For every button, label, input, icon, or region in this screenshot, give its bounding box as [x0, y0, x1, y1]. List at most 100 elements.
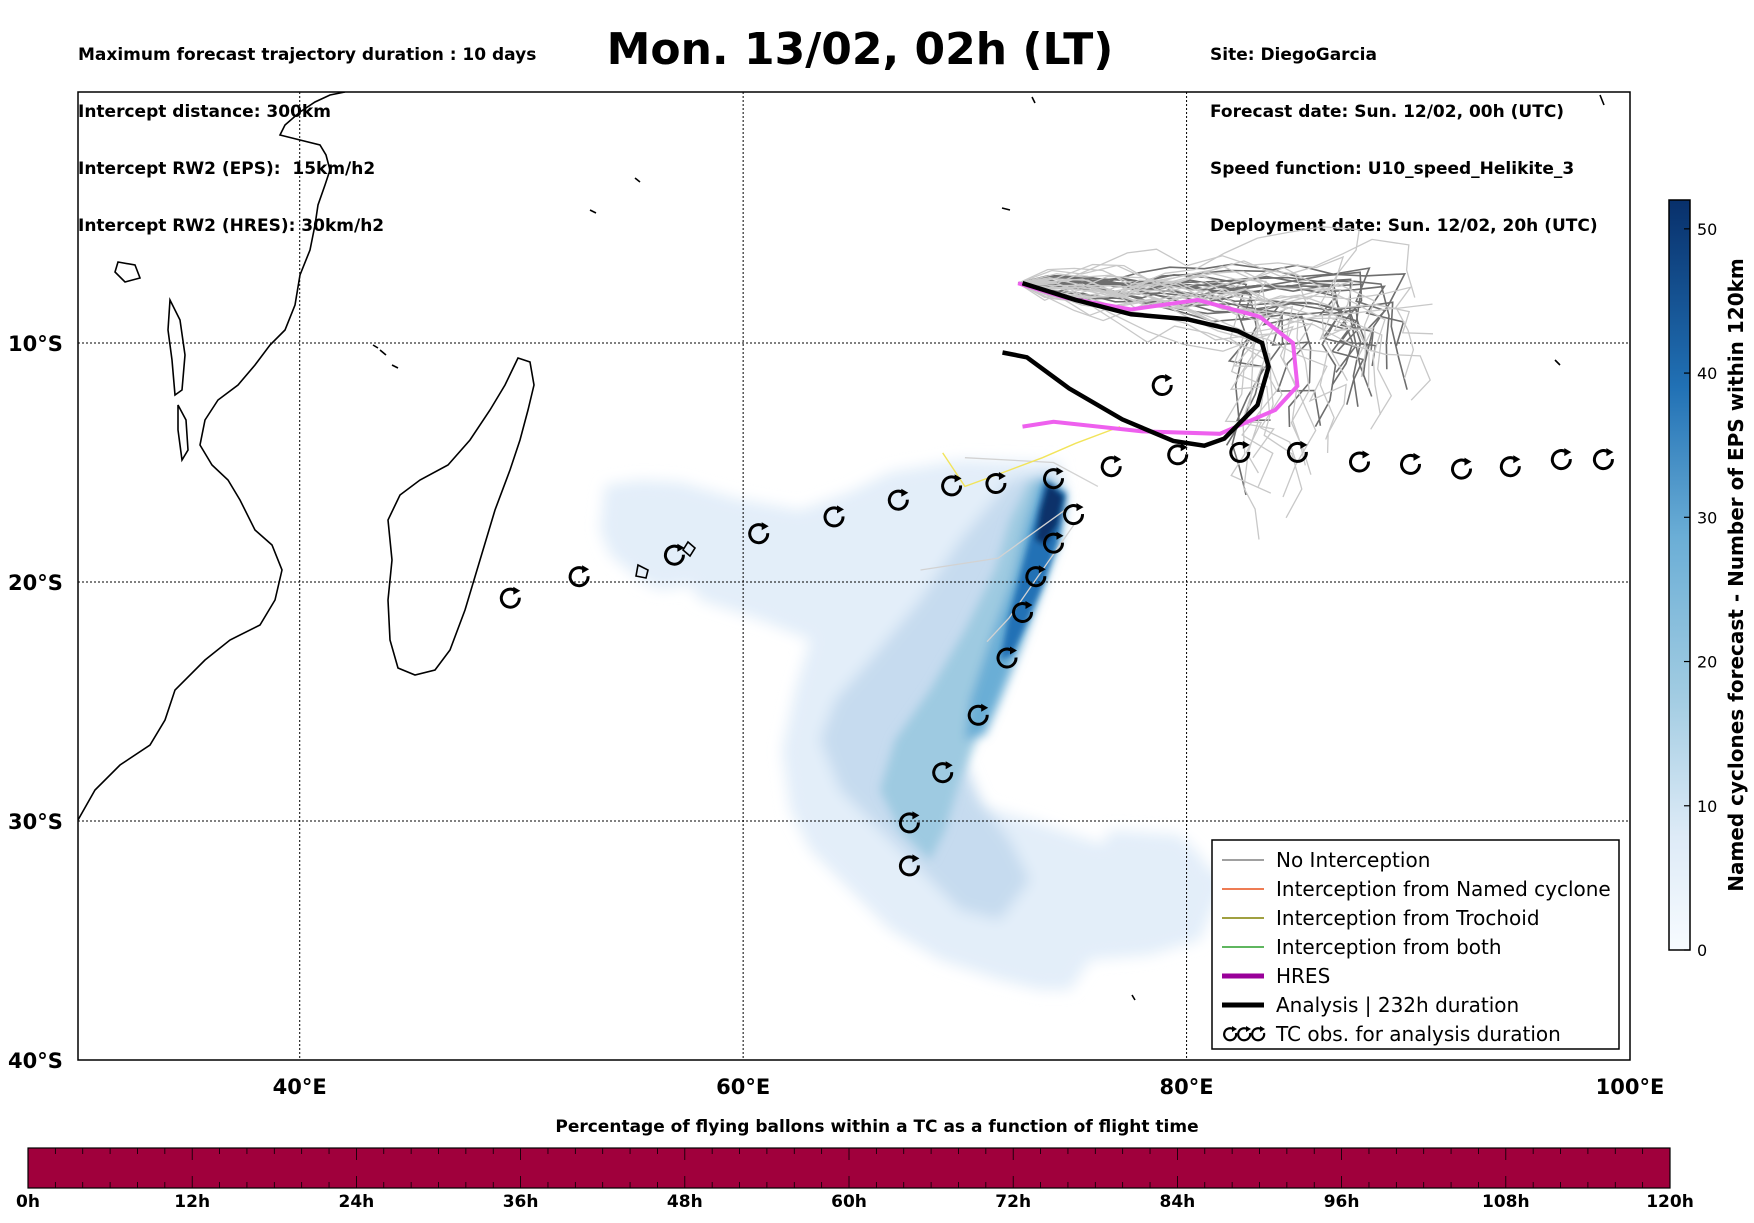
- lon-tick-label: 60°E: [716, 1075, 770, 1099]
- header-right-line-1: Site: DiegoGarcia: [1210, 45, 1377, 65]
- lake-victoria: [114, 261, 142, 283]
- legend-label: No Interception: [1276, 848, 1430, 872]
- tc-observation-markers: [499, 374, 1614, 877]
- colorbar-label: Named cyclones forecast - Number of EPS …: [1724, 258, 1748, 892]
- tc-obs-marker-icon: [568, 565, 590, 588]
- colorbar-tick-label: 0: [1697, 941, 1707, 960]
- eps-trajectory-line: [1017, 267, 1271, 412]
- lat-tick-label: 10°S: [8, 332, 63, 356]
- header-right-info: Site: DiegoGarcia Forecast date: Sun. 12…: [1210, 8, 1598, 255]
- eps-trajectory-line: [964, 457, 1099, 487]
- legend-tc-marker-icon: [1223, 1026, 1238, 1042]
- reunion-coastline: [635, 563, 649, 579]
- colorbar-tick-label: 10: [1697, 797, 1717, 816]
- tc-obs-marker-icon: [663, 543, 685, 566]
- header-left-line-2: Intercept distance: 300km: [78, 102, 331, 122]
- legend-frame: [1211, 839, 1620, 1050]
- eps-trajectory-line: [1017, 273, 1393, 430]
- pct-bar-tick-label: 72h: [995, 1192, 1032, 1212]
- colorbar-tick-label: 40: [1697, 364, 1717, 383]
- colorbar-tick-label: 20: [1697, 653, 1717, 672]
- latitude-tick-labels: 10°S 20°S 30°S 40°S: [8, 332, 63, 1073]
- colorbar-tick-label: 50: [1697, 220, 1717, 239]
- tc-obs-marker-icon: [499, 586, 521, 609]
- comoros-islands: [372, 344, 399, 369]
- lat-tick-label: 20°S: [8, 571, 63, 595]
- tc-obs-marker-icon: [748, 522, 770, 545]
- legend-label: Analysis | 232h duration: [1276, 993, 1519, 1017]
- eps-trajectory-line: [920, 509, 1065, 571]
- tc-obs-marker-icon: [1043, 467, 1065, 490]
- header-left-info: Maximum forecast trajectory duration : 1…: [78, 8, 536, 255]
- eps-trajectory-line: [1017, 238, 1416, 301]
- pct-bar-tick-label: 108h: [1482, 1192, 1530, 1212]
- tc-obs-marker-icon: [967, 703, 989, 726]
- tc-obs-marker-icon: [932, 761, 954, 784]
- tc-obs-marker-icon: [898, 811, 920, 834]
- pct-bar-tick-label: 60h: [831, 1192, 867, 1212]
- mascarene-islands: [589, 94, 1605, 1001]
- eps-density-field: [600, 460, 1225, 990]
- pct-bar-title: Percentage of flying ballons within a TC…: [555, 1117, 1199, 1137]
- tc-obs-marker-icon: [1286, 440, 1308, 463]
- lon-tick-label: 100°E: [1596, 1075, 1665, 1099]
- header-right-line-4: Deployment date: Sun. 12/02, 20h (UTC): [1210, 216, 1598, 236]
- pct-bar-tick-label: 12h: [174, 1192, 211, 1212]
- tc-obs-marker-icon: [1229, 440, 1251, 463]
- pct-bar-tick-label: 84h: [1159, 1192, 1196, 1212]
- tc-obs-marker-icon: [985, 472, 1007, 494]
- header-left-line-3: Intercept RW2 (EPS): 15km/h2: [78, 159, 376, 179]
- eps-trajectory-line: [1017, 282, 1303, 519]
- lon-tick-label: 80°E: [1160, 1075, 1214, 1099]
- eps-trajectory-line: [1017, 264, 1386, 415]
- legend-tc-marker-icon: [1237, 1026, 1252, 1042]
- coastlines: [78, 92, 1605, 1001]
- density-level-1: [600, 460, 1225, 990]
- tc-obs-marker-icon: [887, 488, 909, 511]
- tc-obs-marker-icon: [1550, 448, 1572, 471]
- pct-bar-tick-label: 0h: [16, 1192, 40, 1212]
- tc-obs-marker-icon: [941, 474, 963, 497]
- lat-tick-label: 30°S: [8, 810, 63, 834]
- eps-trajectory-line: [1018, 248, 1352, 341]
- legend: No Interception Interception from Named c…: [1211, 839, 1620, 1050]
- pct-bar-minor-ticks: [27, 1148, 1671, 1188]
- tc-obs-marker-icon: [1451, 457, 1473, 480]
- eps-trajectory-line: [1017, 282, 1297, 463]
- header-right-line-2: Forecast date: Sun. 12/02, 00h (UTC): [1210, 102, 1565, 122]
- legend-label: Interception from Named cyclone: [1276, 877, 1611, 901]
- tc-obs-marker-icon: [1349, 450, 1371, 473]
- header-left-line-1: Maximum forecast trajectory duration : 1…: [78, 45, 537, 65]
- tc-obs-marker-icon: [996, 646, 1018, 669]
- eps-trajectory-line: [986, 521, 1077, 643]
- tc-obs-marker-icon: [1592, 448, 1614, 471]
- tc-obs-marker-icon: [1151, 374, 1173, 396]
- tc-obs-marker-icon: [898, 854, 920, 877]
- lake-tanganyika: [167, 297, 186, 397]
- tc-obs-marker-icon: [1012, 601, 1034, 623]
- pct-bar-tick-label: 36h: [502, 1192, 539, 1212]
- tc-obs-marker-icon: [1100, 455, 1122, 478]
- eps-trajectory-line: [1017, 282, 1347, 454]
- tc-obs-marker-icon: [1400, 452, 1422, 475]
- legend-label: HRES: [1276, 964, 1330, 988]
- africa-coastline: [78, 92, 346, 821]
- longitude-tick-labels: 40°E 60°E 80°E 100°E: [273, 1075, 1665, 1099]
- madagascar-coastline: [387, 357, 535, 676]
- trochoid-intercept-line: [942, 425, 1121, 488]
- hres-track-line: [1017, 281, 1300, 436]
- pct-bar-tick-label: 96h: [1323, 1192, 1360, 1212]
- lake-malawi: [177, 404, 189, 463]
- legend-label: Interception from both: [1276, 935, 1502, 959]
- pct-bar-tick-label: 48h: [666, 1192, 703, 1212]
- colorbar: 0 10 20 30 40 50 Named cyclones forecast - Nu…: [1668, 199, 1748, 960]
- density-level-6: [1035, 482, 1064, 545]
- tc-obs-marker-icon: [1043, 531, 1065, 554]
- pct-bar-tick-label: 24h: [338, 1192, 375, 1212]
- pct-bar-tick-label: 120h: [1646, 1192, 1694, 1212]
- density-level-1b: [1100, 830, 1205, 880]
- tc-obs-marker-icon: [1499, 455, 1521, 478]
- header-left-line-4: Intercept RW2 (HRES): 30km/h2: [78, 216, 385, 236]
- legend-label: TC obs. for analysis duration: [1275, 1022, 1561, 1046]
